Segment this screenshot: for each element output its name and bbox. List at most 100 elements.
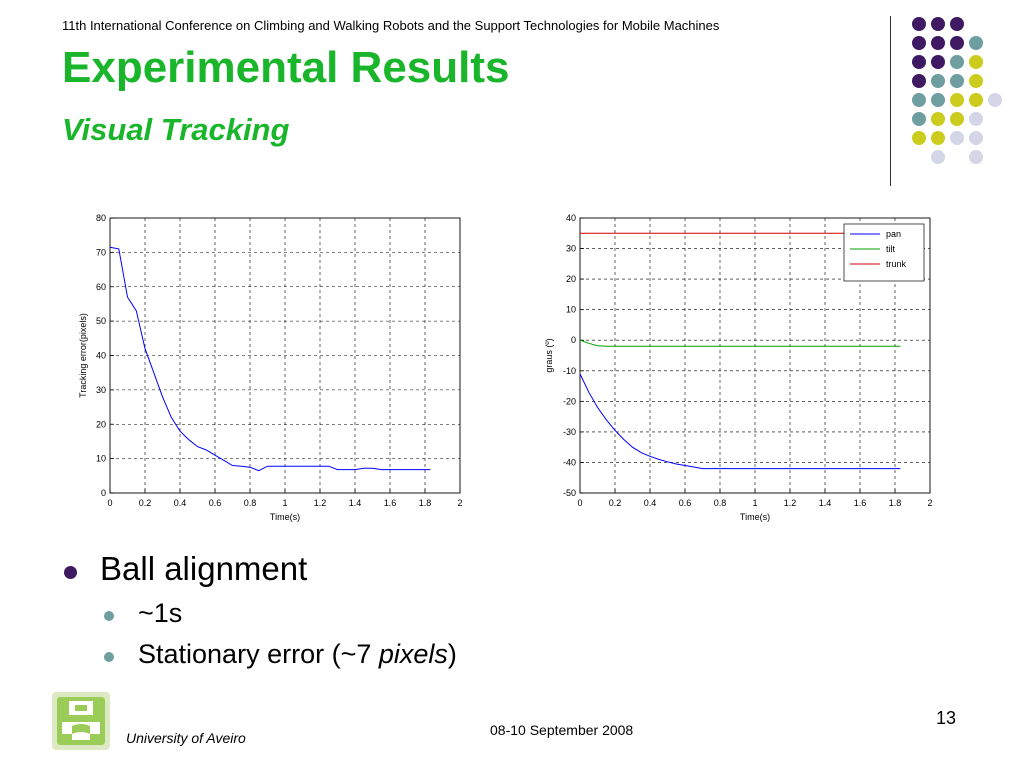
bullet-marker <box>64 566 77 579</box>
y-tick-label: 70 <box>96 247 106 257</box>
x-tick-label: 2 <box>457 498 462 508</box>
axes-frame <box>579 217 931 494</box>
university-logo <box>52 692 110 750</box>
x-axis-label: Time(s) <box>740 512 770 522</box>
conference-date: 08-10 September 2008 <box>490 722 634 738</box>
x-tick-label: 0.4 <box>644 498 657 508</box>
decor-dot <box>912 131 926 145</box>
x-tick-label: 0.2 <box>139 498 152 508</box>
series-line-tilt <box>579 339 901 347</box>
y-tick-label: 30 <box>96 385 106 395</box>
decor-dot <box>931 150 945 164</box>
page-number: 13 <box>936 708 957 728</box>
decor-dot <box>912 112 926 126</box>
decor-dot <box>950 131 964 145</box>
legend <box>843 223 925 282</box>
chart1-svg: 0 0.2 0.4 0.6 0.8 1 1.2 1.4 1.6 1.8 20102030405060… <box>78 213 463 522</box>
y-tick-label: 30 <box>566 244 576 254</box>
y-tick-label: 10 <box>566 305 576 315</box>
decor-dot <box>969 36 983 50</box>
y-tick-label: 40 <box>96 351 106 361</box>
angles-chart: 0 0.2 0.4 0.6 0.8 1 1.2 1.4 1.6 1.8 2 -50 -40 -30 -20 -… <box>542 208 940 524</box>
sub-bullet-text: ~1s <box>138 598 183 628</box>
decor-dot <box>969 131 983 145</box>
decor-dot <box>950 17 964 31</box>
y-tick-label: 80 <box>96 213 106 223</box>
decor-dot <box>950 93 964 107</box>
decor-dot <box>950 74 964 88</box>
legend-label: trunk <box>886 259 907 269</box>
y-tick-label: 40 <box>566 213 576 223</box>
y-tick-label: 60 <box>96 282 106 292</box>
sub-bullet-text-tail: ) <box>447 639 457 669</box>
decor-dot <box>969 74 983 88</box>
y-tick-label: -10 <box>563 366 576 376</box>
bullet-marker <box>104 652 114 662</box>
series-line-pan <box>579 373 901 470</box>
x-axis-label: Time(s) <box>270 512 300 522</box>
decor-dot <box>912 74 926 88</box>
y-tick-label: 20 <box>96 419 106 429</box>
sub-bullet-text-main: Stationary error (~7 <box>138 639 379 669</box>
decor-dot <box>912 17 926 31</box>
y-axis-label: Tracking error(pixels) <box>78 313 88 398</box>
university-name: University of Aveiro <box>126 730 246 746</box>
y-axis-label: graus (º) <box>544 338 554 372</box>
x-tick-label: 1.2 <box>784 498 797 508</box>
x-tick-label: 0.4 <box>174 498 187 508</box>
chart2-svg: 0 0.2 0.4 0.6 0.8 1 1.2 1.4 1.6 1.8 2 -50 -40 -30 -20 -… <box>544 213 933 522</box>
y-tick-label: -40 <box>563 457 576 467</box>
decor-dot <box>931 17 945 31</box>
decor-dot <box>969 150 983 164</box>
legend-label: pan <box>886 229 901 239</box>
decor-dot <box>950 112 964 126</box>
y-tick-label: 10 <box>96 454 106 464</box>
series-line <box>109 246 431 472</box>
x-tick-label: 0.2 <box>609 498 622 508</box>
x-tick-label: 0.6 <box>679 498 692 508</box>
x-tick-label: 0.8 <box>714 498 727 508</box>
decor-dot <box>912 93 926 107</box>
decor-dot <box>931 131 945 145</box>
x-tick-label: 1.8 <box>419 498 432 508</box>
y-tick-label: 20 <box>566 274 576 284</box>
legend-label: tilt <box>886 244 895 254</box>
x-tick-label: 1.8 <box>889 498 902 508</box>
decor-dot <box>931 74 945 88</box>
x-tick-label: 1.6 <box>854 498 867 508</box>
x-tick-label: 2 <box>927 498 932 508</box>
slide-title: Experimental Results <box>62 43 510 92</box>
decor-dot <box>912 36 926 50</box>
y-tick-label: 0 <box>101 488 106 498</box>
y-tick-label: -30 <box>563 427 576 437</box>
decor-dot <box>969 93 983 107</box>
decor-divider <box>890 16 891 186</box>
decor-dot <box>931 93 945 107</box>
x-tick-label: 1.4 <box>349 498 362 508</box>
y-tick-label: 0 <box>571 335 576 345</box>
conference-name: 11th International Conference on Climbin… <box>62 18 720 33</box>
decor-dot <box>950 55 964 69</box>
decor-dot <box>931 112 945 126</box>
decor-dot <box>950 36 964 50</box>
sub-bullet-text: Stationary error (~7 pixels) <box>138 639 457 670</box>
decor-dot <box>931 55 945 69</box>
x-tick-label: 1 <box>282 498 287 508</box>
x-tick-label: 1.4 <box>819 498 832 508</box>
decor-dot <box>969 112 983 126</box>
x-tick-label: 1 <box>752 498 757 508</box>
y-tick-label: 50 <box>96 316 106 326</box>
decor-dot <box>912 55 926 69</box>
bullet-text: Ball alignment <box>100 550 308 587</box>
slide-subtitle: Visual Tracking <box>62 112 290 147</box>
x-tick-label: 0.8 <box>244 498 257 508</box>
axes-frame <box>109 217 461 494</box>
bullet-marker <box>104 611 114 621</box>
x-tick-label: 0.6 <box>209 498 222 508</box>
x-tick-label: 0 <box>577 498 582 508</box>
y-tick-label: -20 <box>563 396 576 406</box>
x-tick-label: 1.2 <box>314 498 327 508</box>
decor-dot <box>988 93 1002 107</box>
sub-bullet-text-italic: pixels <box>378 639 448 669</box>
